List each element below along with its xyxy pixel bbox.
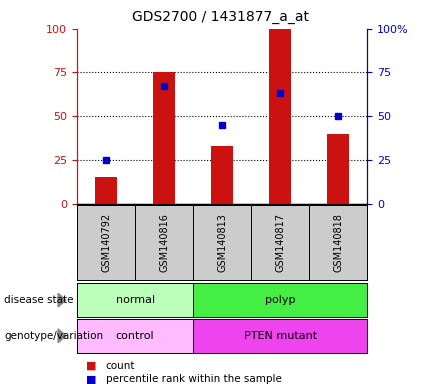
Text: ■: ■ <box>86 374 96 384</box>
Text: count: count <box>106 361 135 371</box>
Text: PTEN mutant: PTEN mutant <box>244 331 317 341</box>
Bar <box>211 146 233 204</box>
Text: ■: ■ <box>86 361 96 371</box>
Text: normal: normal <box>116 295 154 305</box>
Text: disease state: disease state <box>4 295 74 305</box>
Text: polyp: polyp <box>265 295 296 305</box>
Text: GSM140816: GSM140816 <box>159 214 169 272</box>
Bar <box>95 177 117 204</box>
Text: GDS2700 / 1431877_a_at: GDS2700 / 1431877_a_at <box>132 10 308 23</box>
Text: GSM140817: GSM140817 <box>275 214 285 272</box>
Text: genotype/variation: genotype/variation <box>4 331 103 341</box>
Text: percentile rank within the sample: percentile rank within the sample <box>106 374 282 384</box>
Text: GSM140792: GSM140792 <box>101 214 111 272</box>
Bar <box>327 134 349 204</box>
Text: control: control <box>116 331 154 341</box>
Text: GSM140813: GSM140813 <box>217 214 227 272</box>
Text: GSM140818: GSM140818 <box>334 214 343 272</box>
Bar <box>269 29 291 204</box>
Bar <box>153 73 175 204</box>
